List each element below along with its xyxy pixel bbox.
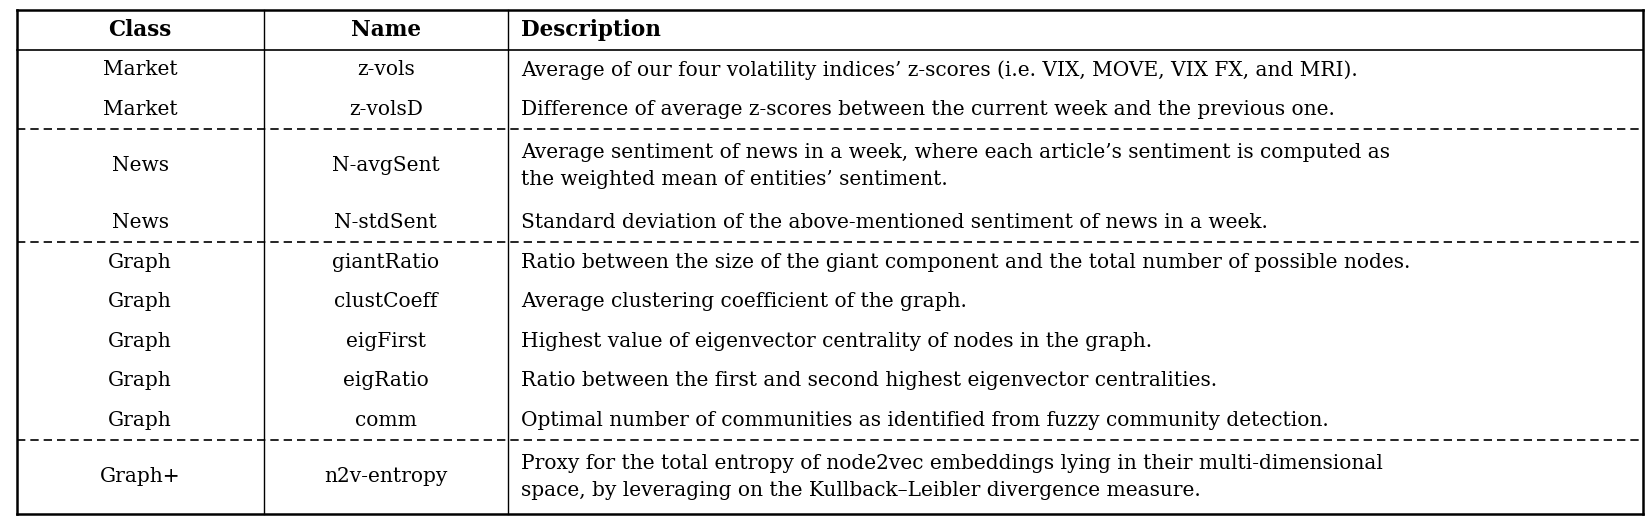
Text: clustCoeff: clustCoeff (334, 292, 438, 311)
Text: Description: Description (520, 19, 660, 41)
Text: Average sentiment of news in a week, where each article’s sentiment is computed : Average sentiment of news in a week, whe… (520, 143, 1390, 189)
Text: z-volsD: z-volsD (348, 100, 423, 119)
Text: Average clustering coefficient of the graph.: Average clustering coefficient of the gr… (520, 292, 967, 311)
Text: News: News (112, 157, 168, 176)
Text: Market: Market (102, 100, 177, 119)
Text: comm: comm (355, 411, 416, 430)
Text: Average of our four volatility indices’ z-scores (i.e. VIX, MOVE, VIX FX, and MR: Average of our four volatility indices’ … (520, 60, 1357, 80)
Text: eigFirst: eigFirst (345, 332, 426, 351)
Text: Proxy for the total entropy of node2vec embeddings lying in their multi-dimensio: Proxy for the total entropy of node2vec … (520, 454, 1384, 499)
Text: Graph: Graph (109, 332, 172, 351)
Text: Graph: Graph (109, 372, 172, 390)
Text: giantRatio: giantRatio (332, 253, 439, 271)
Text: Graph: Graph (109, 253, 172, 271)
Text: Name: Name (350, 19, 421, 41)
Text: z-vols: z-vols (357, 60, 414, 80)
Text: eigRatio: eigRatio (343, 372, 429, 390)
Text: n2v-entropy: n2v-entropy (324, 467, 447, 486)
Text: Graph: Graph (109, 292, 172, 311)
Text: Graph+: Graph+ (99, 467, 180, 486)
Text: Standard deviation of the above-mentioned sentiment of news in a week.: Standard deviation of the above-mentione… (520, 213, 1268, 232)
Text: Ratio between the size of the giant component and the total number of possible n: Ratio between the size of the giant comp… (520, 253, 1410, 271)
Text: N-stdSent: N-stdSent (334, 213, 438, 232)
Text: Optimal number of communities as identified from fuzzy community detection.: Optimal number of communities as identif… (520, 411, 1329, 430)
Text: Difference of average z-scores between the current week and the previous one.: Difference of average z-scores between t… (520, 100, 1334, 119)
Text: News: News (112, 213, 168, 232)
Text: Market: Market (102, 60, 177, 80)
Text: Class: Class (109, 19, 172, 41)
Text: N-avgSent: N-avgSent (332, 157, 439, 176)
Text: Highest value of eigenvector centrality of nodes in the graph.: Highest value of eigenvector centrality … (520, 332, 1152, 351)
Text: Ratio between the first and second highest eigenvector centralities.: Ratio between the first and second highe… (520, 372, 1217, 390)
Text: Graph: Graph (109, 411, 172, 430)
